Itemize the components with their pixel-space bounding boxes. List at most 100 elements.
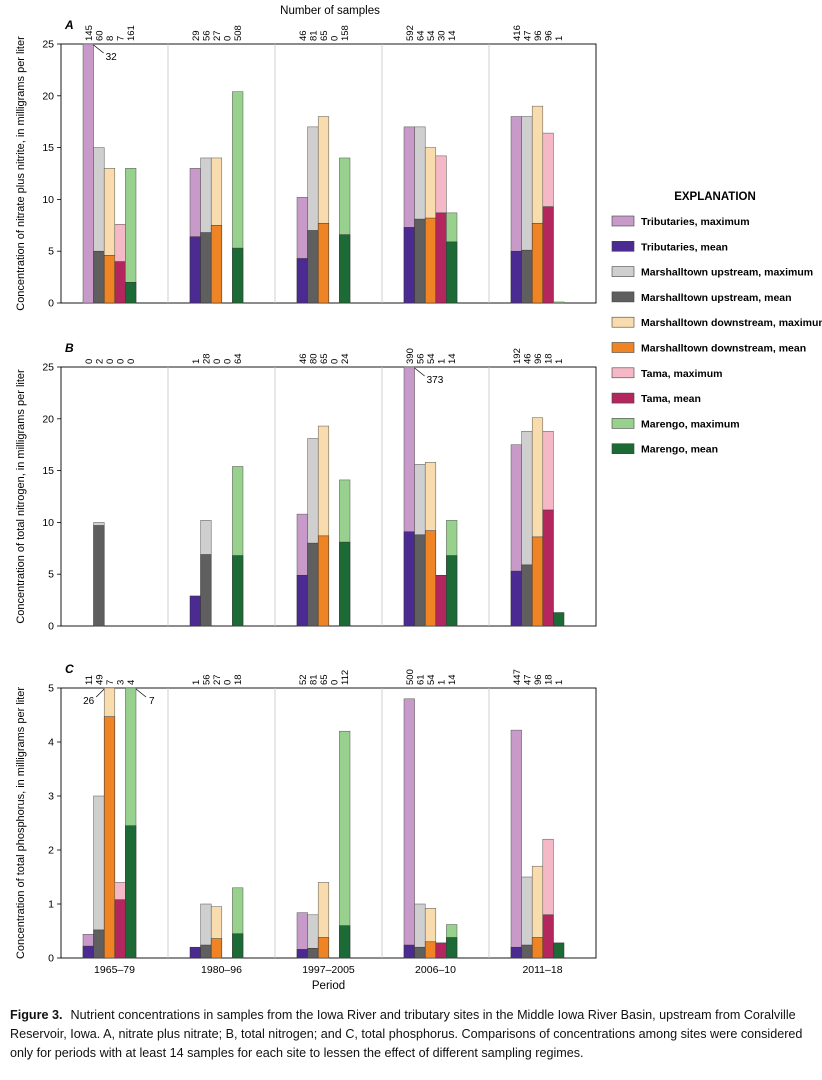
sample-count: 54 [426,353,437,364]
sample-count: 1 [554,36,565,41]
annotation-leader [414,367,425,377]
annotation-label: 26 [83,696,95,707]
bar-mean-1-1 [200,232,212,304]
figure-caption: Figure 3. Nutrient concentrations in samp… [10,1006,810,1063]
bar-mean-0-2 [296,574,308,627]
bar-mean-1-3 [414,534,426,627]
sample-count: 61 [415,674,426,685]
sample-count: 65 [319,674,330,685]
y-tick-label: 4 [48,737,54,749]
y-axis-label: Concentration of total phosphorus, in mi… [15,687,27,959]
annotation-leader [135,688,147,698]
sample-count: 14 [447,353,458,364]
sample-count: 81 [308,30,319,41]
sample-count: 56 [415,353,426,364]
annotation-label: 7 [149,696,155,707]
sample-count: 1 [191,359,202,364]
legend-swatch [611,367,635,379]
bar-mean-0-0 [82,945,94,959]
y-tick-label: 1 [48,899,54,911]
sample-count: 2 [94,359,105,364]
legend-swatch [611,266,635,277]
bar-max-4-4 [553,301,565,304]
sample-count: 7 [105,680,116,685]
bar-mean-4-1 [232,933,244,959]
bar-mean-4-3 [446,555,458,627]
sample-count: 49 [94,674,105,685]
x-tick-label: 2006–10 [415,964,456,976]
bar-mean-1-2 [307,542,319,627]
sample-count: 80 [308,353,319,364]
x-axis-label: Period [312,980,345,992]
y-tick-label: 0 [48,298,54,310]
sample-count: 54 [426,30,437,41]
sample-count: 14 [447,674,458,685]
bar-mean-4-2 [339,541,351,627]
sample-count: 0 [330,36,341,41]
sample-count: 0 [116,359,127,364]
sample-count: 56 [201,674,212,685]
legend-swatch [611,316,635,328]
bar-mean-0-3 [403,944,415,959]
annotation-leader [95,688,105,698]
sample-count: 96 [533,353,544,364]
sample-count: 18 [544,674,555,685]
legend-label: Tributaries, maximum [641,216,750,228]
sample-count: 0 [223,36,234,41]
legend-label: Marshalltown upstream, mean [641,292,792,304]
bar-mean-1-4 [521,564,533,627]
bar-mean-2-4 [531,222,544,304]
sample-count: 64 [415,30,426,41]
bar-mean-3-3 [435,574,447,627]
legend-title: EXPLANATION [674,191,756,203]
legend-label: Tributaries, mean [641,241,728,253]
sample-count: 46 [298,30,309,41]
caption-label: Figure 3. [10,1008,63,1022]
bar-mean-4-0 [125,825,137,959]
sample-count: 112 [340,670,351,685]
panel-letter: B [65,341,74,355]
sample-count: 192 [512,348,523,364]
bar-mean-4-1 [232,247,244,304]
bar-mean-1-4 [521,944,533,959]
sample-count: 0 [105,359,116,364]
sample-count: 1 [191,680,202,685]
sample-count: 145 [84,25,95,41]
bar-max-0-3 [403,698,415,959]
bar-mean-1-1 [200,554,212,627]
y-axis-label: Concentration of total nitrogen, in mill… [15,369,27,624]
bar-mean-3-3 [435,212,447,304]
sample-count: 28 [201,353,212,364]
bar-mean-4-2 [339,925,351,959]
sample-count: 47 [522,674,533,685]
sample-count: 56 [201,30,212,41]
sample-count: 18 [544,353,555,364]
x-tick-label: 1997–2005 [302,964,355,976]
x-tick-label: 1980–96 [201,964,242,976]
sample-count: 54 [426,674,437,685]
bar-mean-1-0 [93,525,105,627]
legend-swatch [611,291,635,303]
sample-count: 29 [191,30,202,41]
bar-mean-1-0 [93,250,105,304]
y-tick-label: 25 [42,362,54,374]
bar-mean-1-2 [307,948,319,959]
legend-label: Marshalltown downstream, mean [641,343,806,355]
sample-count: 27 [212,30,223,41]
legend-label: Marshalltown downstream, maximum [641,317,822,329]
bar-mean-0-4 [510,250,522,304]
nutrient-figure: Number of samples 0510152025AConcentrati… [15,5,822,992]
sample-count: 46 [298,353,309,364]
number-of-samples-title: Number of samples [280,5,380,17]
sample-count: 30 [437,30,448,41]
y-tick-label: 20 [42,90,54,102]
y-tick-label: 10 [42,517,54,529]
legend-label: Tama, mean [641,393,701,405]
sample-count: 27 [212,674,223,685]
legend-swatch [611,418,635,429]
bar-mean-2-3 [424,941,437,959]
bar-mean-4-1 [232,555,244,627]
legend-label: Marshalltown upstream, maximum [641,267,813,279]
bar-mean-4-3 [446,241,458,304]
